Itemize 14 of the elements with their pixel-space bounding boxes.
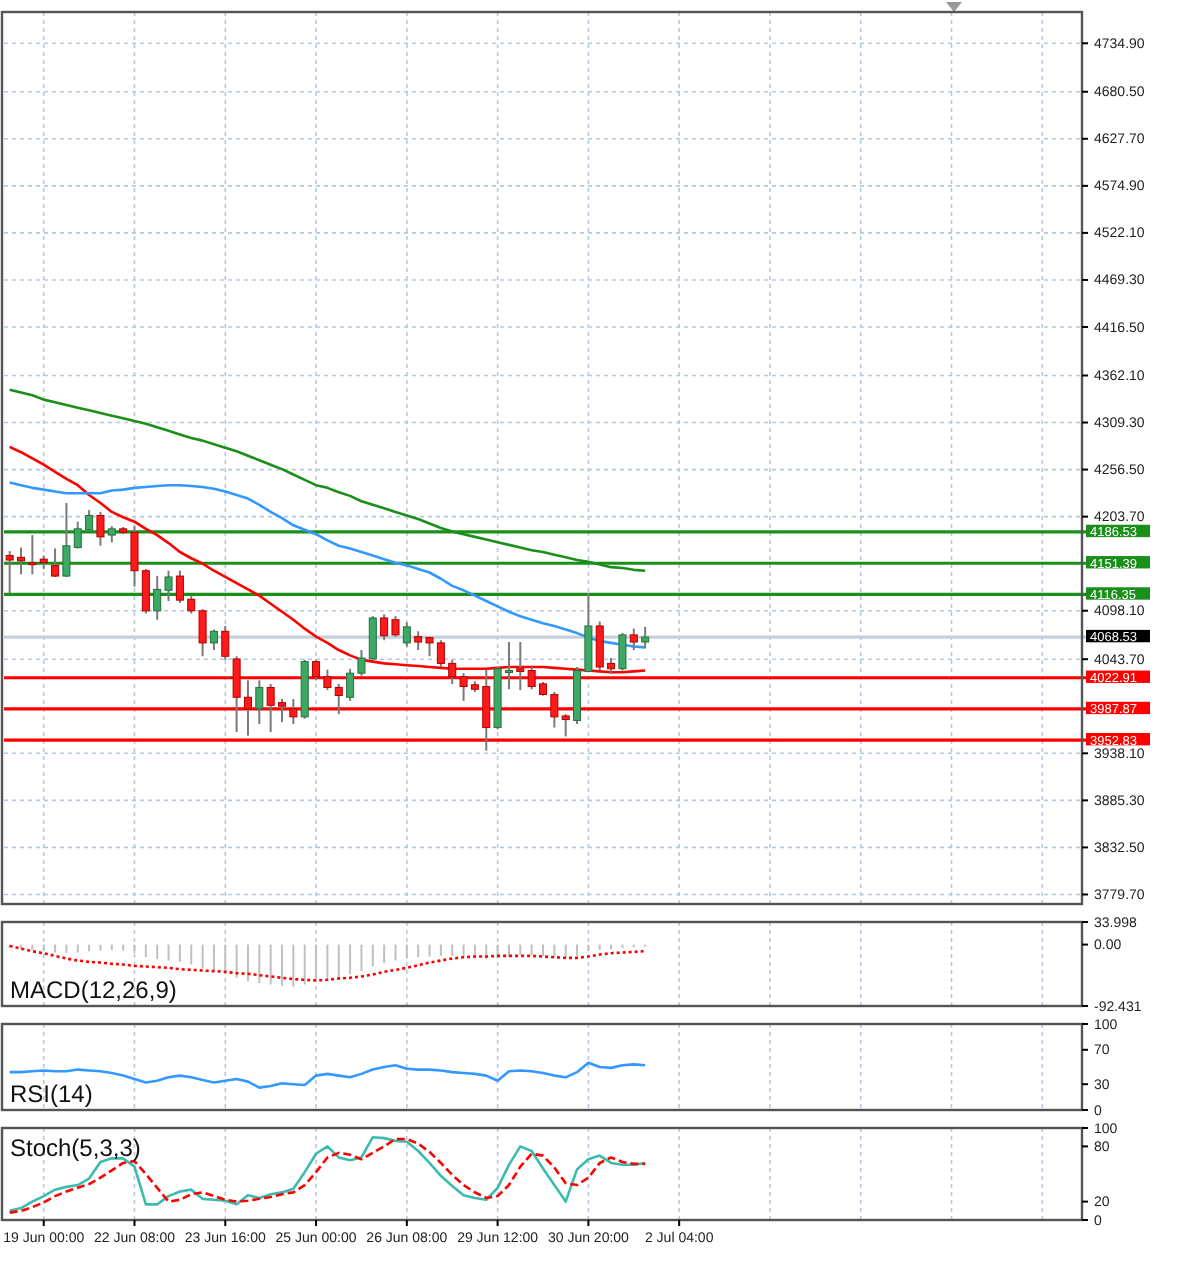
line-series [8, 944, 647, 982]
candlestick [96, 510, 105, 547]
candlestick [402, 621, 411, 648]
candlestick [221, 624, 230, 661]
candlestick [641, 625, 650, 650]
candlestick [209, 628, 218, 652]
candlestick [618, 632, 627, 672]
candlestick [289, 698, 298, 725]
candlestick [255, 679, 264, 725]
candlestick [629, 627, 638, 652]
text: RSI(14) [10, 1080, 93, 1108]
text: MACD(12,26,9) [10, 976, 177, 1004]
candlestick [51, 547, 60, 578]
chart-title: Stoch(5,3,3) [10, 1134, 141, 1162]
